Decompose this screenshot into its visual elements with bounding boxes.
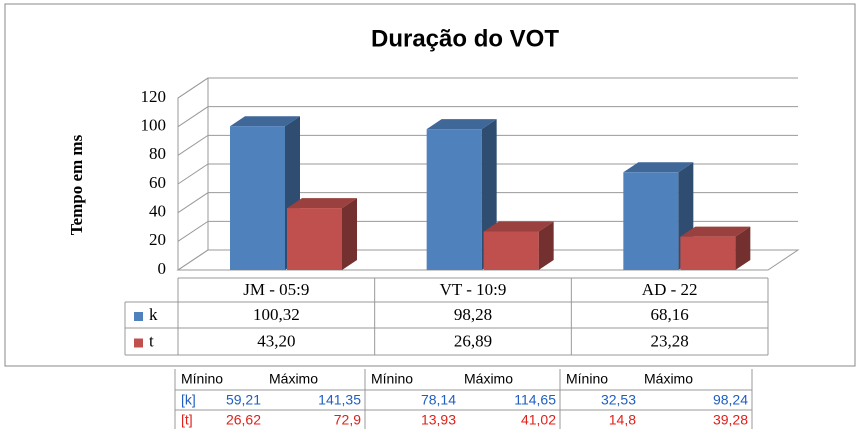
- bar: [426, 119, 497, 270]
- grid-line: [177, 106, 798, 128]
- x-tick-label: JM - 05:9: [243, 280, 309, 299]
- table-cell: 98,24: [713, 392, 748, 408]
- bar-side: [342, 198, 357, 270]
- table-cell: 14,8: [609, 412, 636, 428]
- bar-front: [230, 126, 285, 270]
- bar: [483, 221, 554, 270]
- bar: [680, 226, 751, 270]
- table-cell: 13,93: [421, 412, 456, 428]
- bar-front: [483, 231, 539, 270]
- grid-line: [177, 249, 798, 271]
- table-cell: 78,14: [421, 392, 456, 408]
- bar-front: [287, 208, 342, 270]
- bar-top: [287, 198, 357, 209]
- table-header: Mínino: [181, 371, 223, 387]
- y-tick-label: 0: [158, 259, 167, 278]
- data-label: 26,89: [454, 331, 492, 350]
- y-tick-label: 40: [149, 202, 166, 221]
- y-tick-label: 60: [149, 173, 166, 192]
- y-tick-label: 120: [141, 87, 167, 106]
- table-cell: 141,35: [318, 392, 361, 408]
- y-tick-label: 80: [149, 144, 166, 163]
- table-cell: 32,53: [601, 392, 636, 408]
- data-label: 43,20: [257, 331, 295, 350]
- bar-top: [623, 162, 694, 173]
- grid-line: [177, 220, 798, 242]
- table-cell: 39,28: [713, 412, 748, 428]
- grid-line: [177, 163, 798, 185]
- data-label: 68,16: [651, 305, 689, 324]
- table-header: Máximo: [269, 371, 318, 387]
- grid-line: [177, 77, 798, 99]
- bar-side: [538, 221, 554, 270]
- x-tick-label: VT - 10:9: [440, 280, 507, 299]
- data-label: 23,28: [651, 331, 689, 350]
- y-tick-label: 100: [141, 116, 167, 135]
- bar-top: [426, 119, 497, 130]
- bar: [287, 198, 357, 270]
- grid-line: [177, 192, 798, 214]
- table-header-bg: [175, 369, 752, 390]
- legend-swatch: [134, 312, 143, 321]
- table-header: Máximo: [464, 371, 513, 387]
- legend-swatch: [134, 338, 143, 348]
- x-tick-label: AD - 22: [642, 280, 698, 299]
- bar-front: [680, 236, 736, 270]
- legend-label: k: [149, 305, 158, 324]
- bar-front: [426, 129, 482, 270]
- table-cell: 114,65: [514, 392, 556, 408]
- stats-table: Mínino Máximo Mínino Máximo Mínino Máximo [k] 5…: [174, 369, 753, 429]
- table-header: Máximo: [644, 371, 693, 387]
- table-header: Mínino: [371, 371, 413, 387]
- data-label: 100,32: [253, 305, 300, 324]
- table-cell: 26,62: [226, 412, 261, 428]
- chart-title: Duração do VOT: [371, 25, 559, 52]
- bar: [623, 162, 694, 270]
- table-cell: 41,02: [521, 412, 556, 428]
- row-label: [t]: [181, 412, 193, 428]
- bar-top: [230, 116, 300, 127]
- row-label: [k]: [181, 392, 196, 408]
- table-cell: 59,21: [226, 392, 261, 408]
- y-tick-label: 20: [149, 230, 166, 249]
- table-cell: 72,9: [334, 412, 361, 428]
- grid-line: [177, 134, 798, 156]
- data-label: 98,28: [454, 305, 492, 324]
- bar-top: [483, 221, 554, 232]
- bar-top: [680, 226, 751, 237]
- bar-side: [735, 226, 751, 270]
- y-axis-label: Tempo em ms: [67, 134, 86, 235]
- table-header: Mínino: [566, 371, 608, 387]
- legend-label: t: [149, 331, 154, 350]
- bar-front: [623, 172, 679, 270]
